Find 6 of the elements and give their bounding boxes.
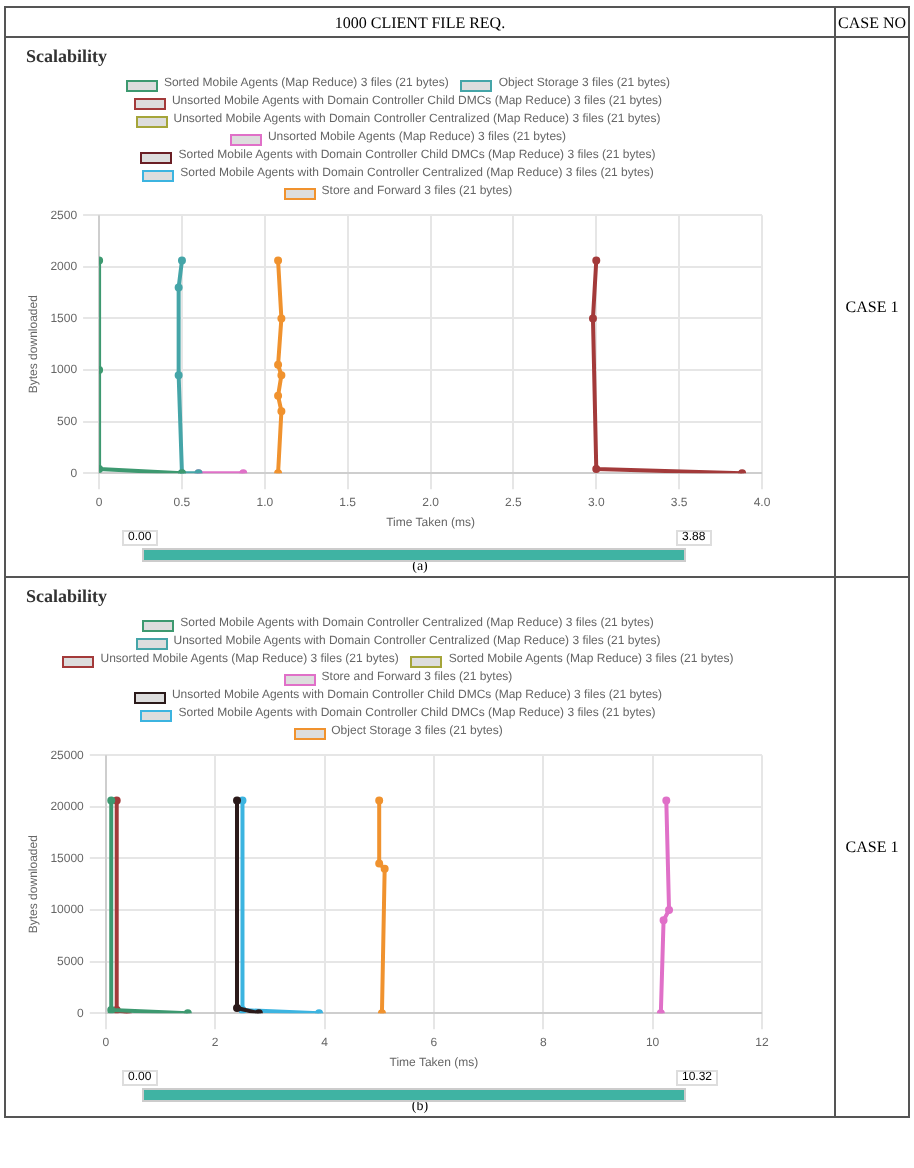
text: 1000 CLIENT FILE REQ. [5, 7, 836, 37]
text: CASE 1 [835, 37, 909, 577]
text: CASE NO [835, 7, 909, 37]
chart-title: Scalability [24, 44, 110, 70]
chart-title: Scalability [24, 584, 110, 610]
text: CASE 1 [835, 577, 909, 1117]
